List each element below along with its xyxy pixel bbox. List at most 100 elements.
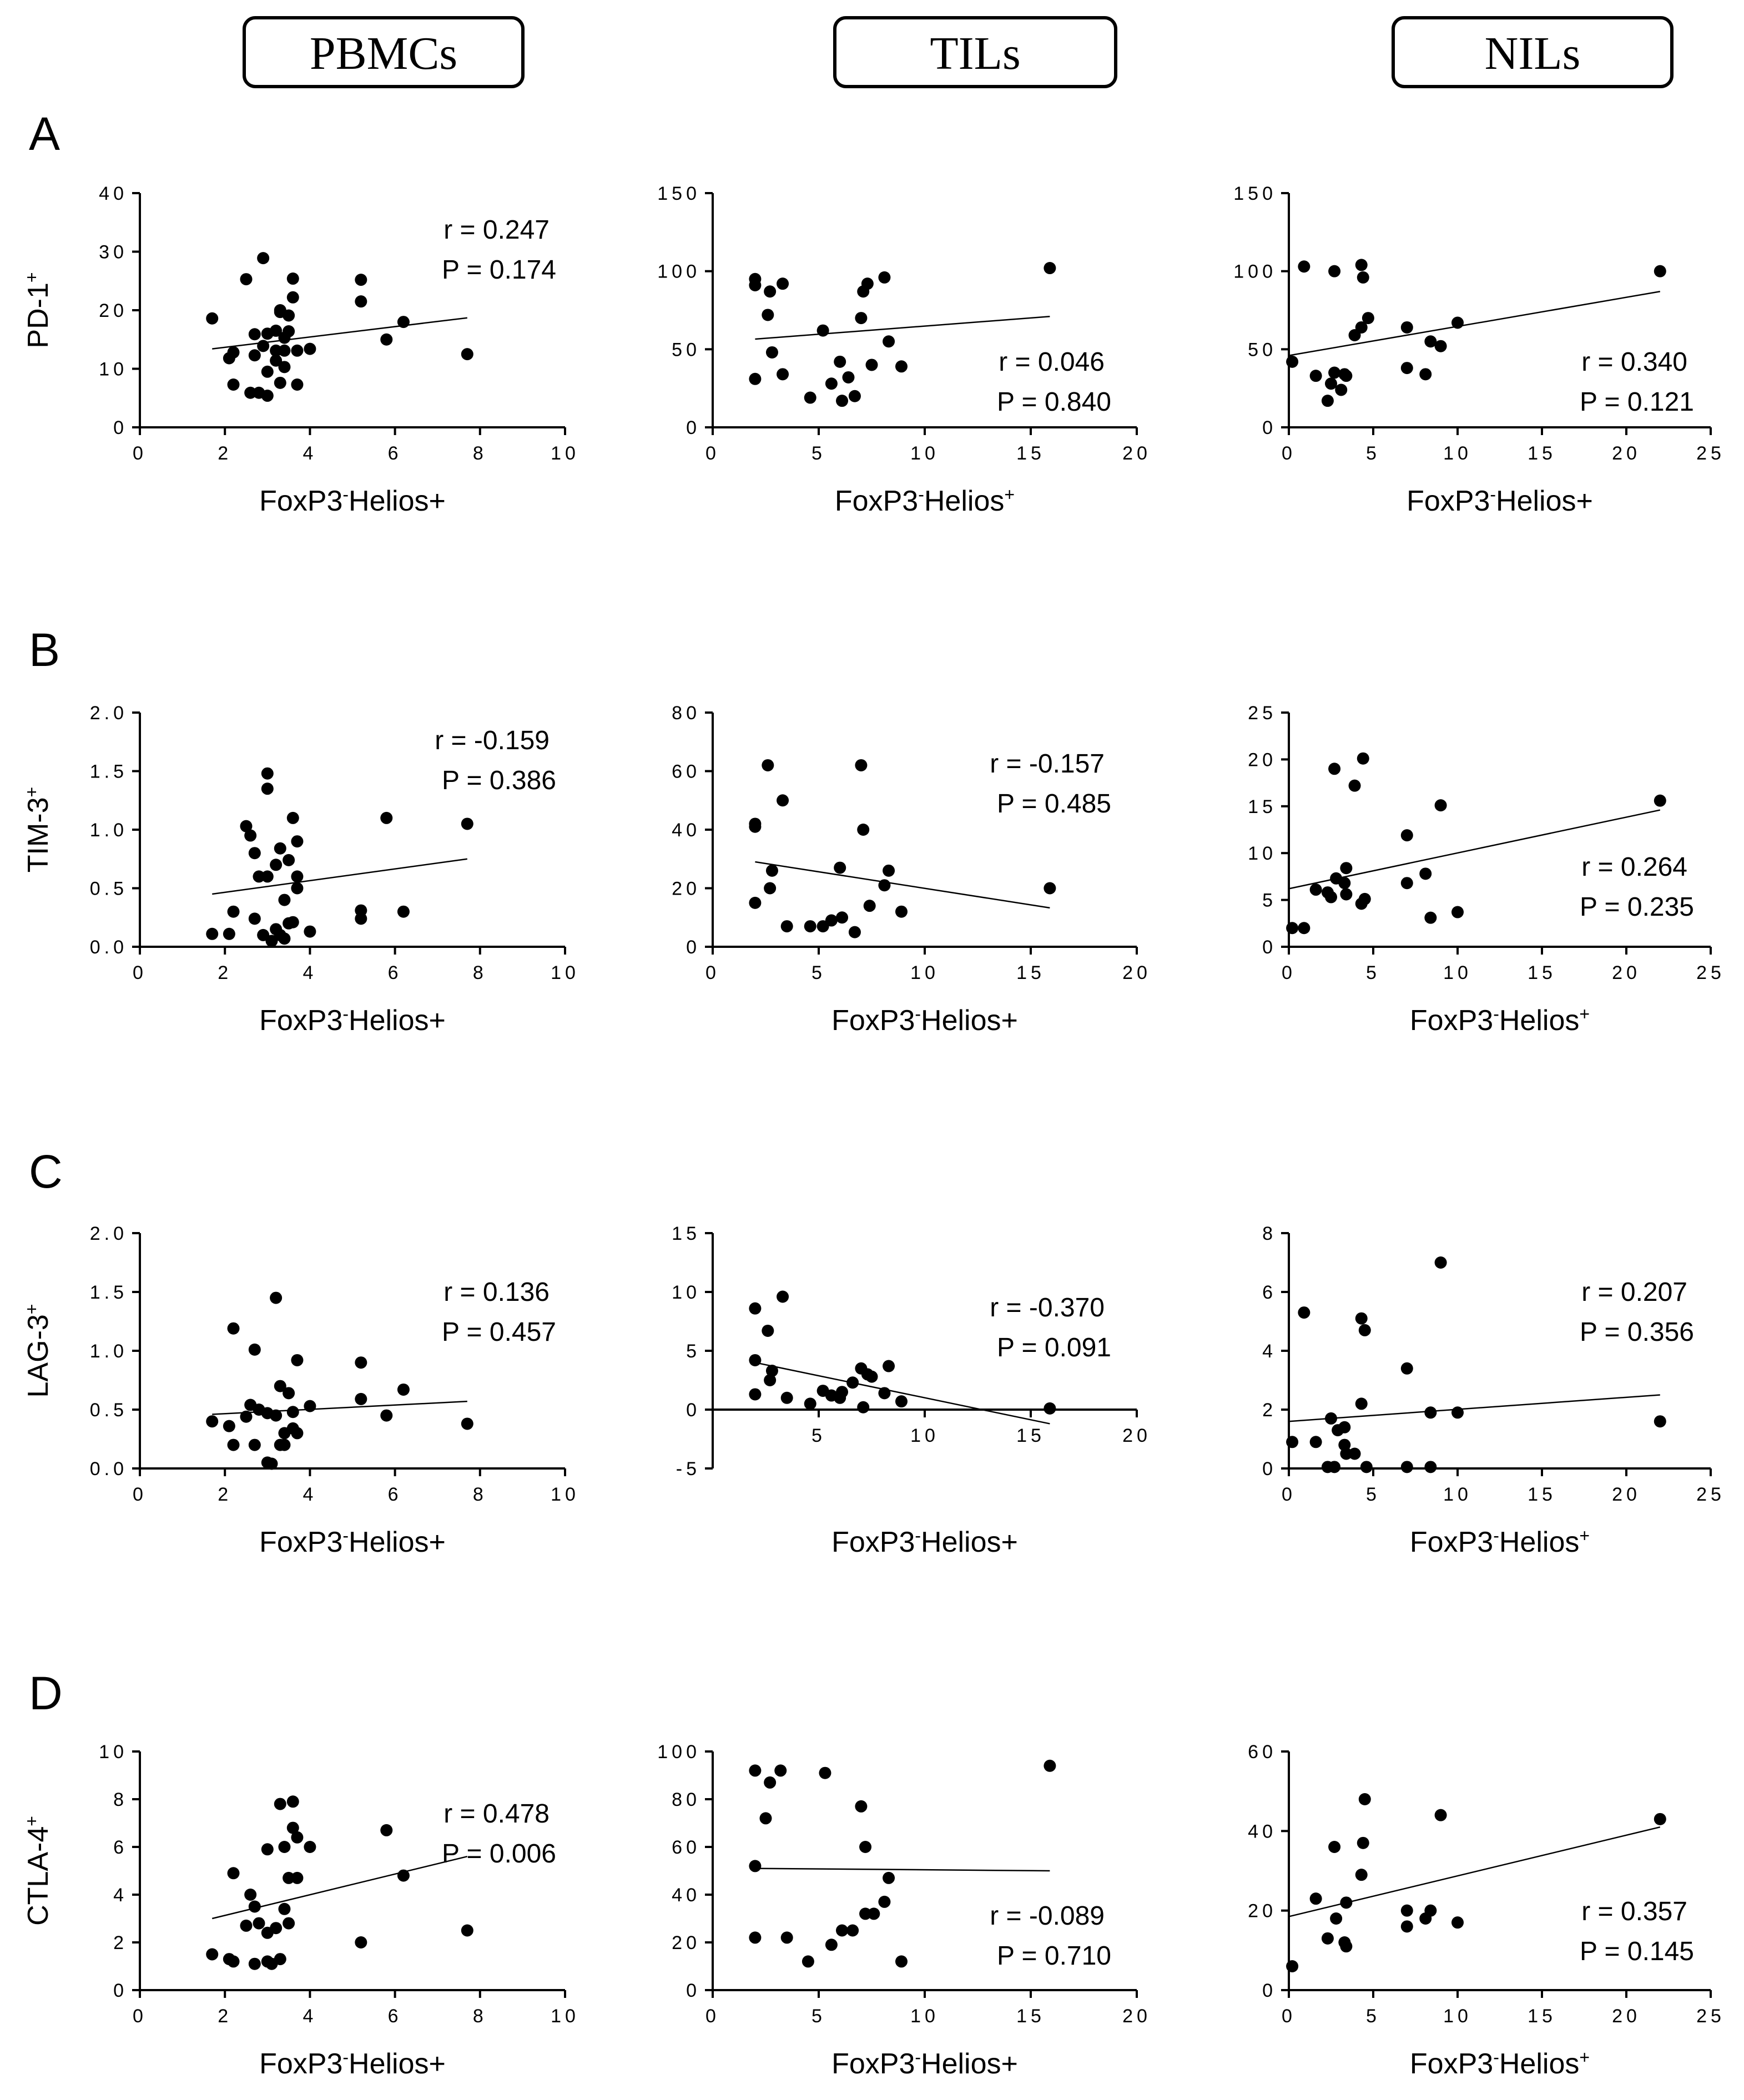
- data-point: [1298, 1306, 1310, 1319]
- data-point: [227, 1955, 240, 1968]
- data-point: [355, 912, 367, 925]
- y-tick-label: 8: [113, 1789, 128, 1810]
- x-tick-label: 5: [811, 2006, 826, 2027]
- scatter-panel-d-pbmcs: 0 2 4 6 8 10 0 2 4 6 8 10 FoxP3-Helios+ CTLA-4+ r = 0.…: [22, 1741, 576, 2080]
- data-point: [240, 273, 253, 286]
- y-tick-label: 10: [1248, 843, 1277, 864]
- data-point: [265, 935, 278, 947]
- data-point: [1340, 1896, 1353, 1909]
- x-axis-label: FoxP3-Helios+: [259, 1004, 446, 1037]
- data-point: [816, 920, 829, 933]
- x-tick-label: 10: [1443, 2006, 1472, 2027]
- y-tick-label: 6: [113, 1837, 128, 1858]
- data-point: [1286, 1960, 1299, 1972]
- data-point: [270, 1922, 283, 1935]
- data-point: [206, 1415, 219, 1428]
- x-axis-label: FoxP3-Helios+: [1410, 1004, 1590, 1037]
- data-point: [248, 349, 261, 362]
- data-point: [861, 277, 874, 290]
- data-point: [240, 1410, 253, 1423]
- y-axis-label: LAG-3+: [22, 1304, 54, 1398]
- data-point: [223, 927, 235, 940]
- x-tick-label: 15: [1016, 1425, 1045, 1446]
- data-point: [291, 870, 304, 883]
- data-point: [291, 1831, 304, 1844]
- y-tick-label: 40: [672, 820, 700, 841]
- data-point: [1328, 366, 1341, 379]
- x-tick-label: 20: [1612, 2006, 1641, 2027]
- data-point: [1357, 1836, 1369, 1849]
- x-tick-label: 2: [218, 962, 232, 983]
- x-axis-label: FoxP3-Helios+: [831, 1526, 1018, 1558]
- data-point: [842, 371, 855, 383]
- data-point: [1325, 1412, 1337, 1425]
- data-point: [248, 1900, 261, 1913]
- data-point: [240, 820, 253, 832]
- data-point: [283, 1917, 295, 1930]
- x-tick-label: 10: [551, 1484, 579, 1505]
- x-tick-label: 4: [303, 443, 317, 464]
- y-tick-label: 20: [672, 1932, 700, 1953]
- data-point: [1325, 377, 1337, 390]
- scatter-panel-b-tils: 0 5 10 15 20 0 20 40 60 80 FoxP3-Helios+ r = -0.157…: [672, 703, 1147, 1037]
- y-tick-label: 2.0: [90, 703, 128, 724]
- data-point: [765, 864, 778, 877]
- data-point: [836, 911, 849, 924]
- data-point: [895, 1395, 908, 1408]
- data-point: [883, 864, 895, 877]
- scatter-panel-a-nils: 0 5 10 15 20 25 0 50 100 150 FoxP3-Helios+ r = 0.34…: [1233, 183, 1721, 517]
- column-headers: PBMCs TILs NILs: [243, 16, 1674, 88]
- x-tick-label: 4: [303, 2006, 317, 2027]
- row-label-d: D: [29, 1667, 63, 1719]
- y-tick-label: 1.5: [90, 761, 128, 783]
- regression-line: [212, 317, 467, 350]
- data-point: [380, 1409, 393, 1422]
- r-value: r = 0.340: [1581, 347, 1687, 377]
- regression-line: [212, 858, 467, 895]
- data-point: [749, 896, 762, 909]
- x-tick-label: 15: [1016, 443, 1045, 464]
- x-tick-label: 2: [218, 443, 232, 464]
- data-point: [1340, 370, 1353, 382]
- data-point: [223, 1420, 235, 1432]
- data-point: [355, 274, 367, 286]
- y-tick-label: 20: [672, 879, 700, 900]
- p-value: P = 0.235: [1580, 892, 1694, 922]
- data-point: [764, 882, 777, 895]
- y-tick-label: 0: [686, 937, 700, 958]
- data-point: [1309, 884, 1322, 896]
- x-tick-label: 5: [1366, 443, 1380, 464]
- x-tick-label: 6: [388, 443, 402, 464]
- data-point: [1358, 892, 1371, 905]
- data-point: [291, 1427, 304, 1440]
- data-point: [283, 1871, 295, 1884]
- data-point: [825, 1939, 838, 1951]
- x-tick-label: 0: [133, 962, 147, 983]
- data-point: [380, 811, 393, 824]
- r-value: r = -0.159: [435, 726, 550, 755]
- y-tick-label: 50: [1248, 339, 1277, 360]
- data-point: [270, 344, 283, 357]
- data-point: [1286, 922, 1299, 935]
- data-point: [1340, 1447, 1353, 1460]
- data-point: [461, 817, 473, 830]
- scatter-panel-a-tils: 0 5 10 15 20 0 50 100 150 FoxP3-Helios+ r = 0.046 P…: [657, 183, 1147, 517]
- data-point: [291, 344, 304, 357]
- y-tick-label: 1.0: [90, 1341, 128, 1362]
- data-point: [248, 1438, 261, 1451]
- data-point: [1328, 763, 1341, 775]
- data-point: [1338, 1421, 1351, 1433]
- x-tick-label: 25: [1696, 1484, 1725, 1505]
- x-tick-label: 0: [133, 443, 147, 464]
- data-point: [1348, 1447, 1361, 1460]
- x-tick-label: 5: [1366, 2006, 1380, 2027]
- data-point: [780, 1931, 793, 1944]
- data-point: [1355, 1312, 1368, 1325]
- data-point: [274, 376, 286, 389]
- data-point: [859, 1907, 872, 1920]
- data-point: [857, 824, 870, 836]
- data-point: [883, 1360, 895, 1372]
- y-tick-label: 15: [1248, 796, 1277, 817]
- data-point: [764, 1374, 777, 1386]
- data-point: [749, 1302, 762, 1315]
